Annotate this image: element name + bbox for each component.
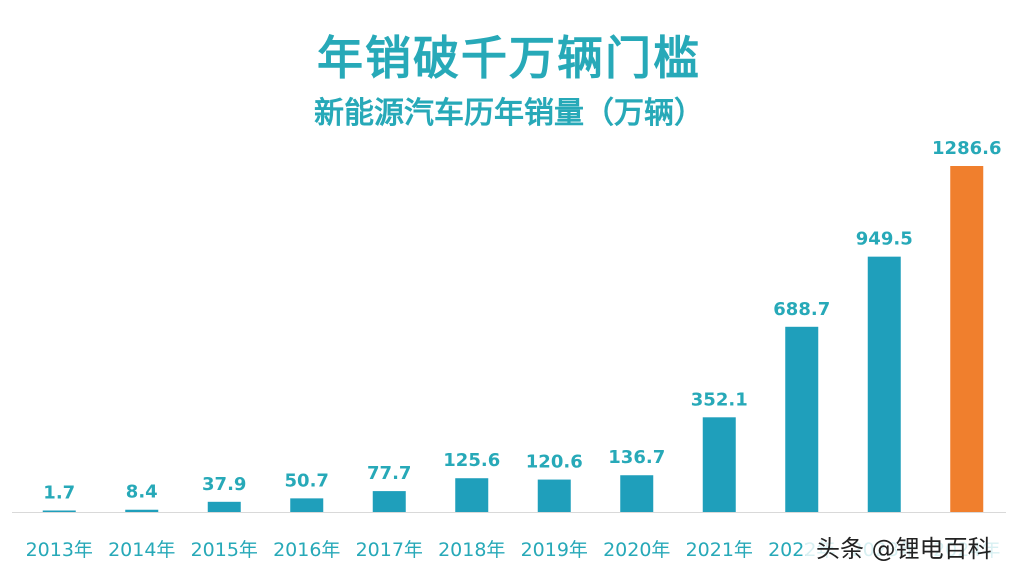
x-tick-label-5: 2018年 [438, 539, 505, 561]
bar-3 [290, 498, 324, 512]
x-tick-label-8: 2021年 [686, 539, 753, 561]
x-tick-label-4: 2017年 [356, 539, 423, 561]
bar-1 [125, 509, 159, 512]
bar-2 [207, 501, 241, 512]
bar-11 [950, 166, 984, 512]
bar-8 [702, 417, 736, 512]
data-label-2: 37.9 [202, 474, 246, 495]
bar-0 [42, 510, 76, 512]
data-label-1: 8.4 [126, 482, 158, 503]
x-tick-label-1: 2014年 [108, 539, 175, 561]
data-label-4: 77.7 [367, 463, 411, 484]
data-label-9: 688.7 [773, 299, 830, 320]
x-tick-label-2: 2015年 [191, 539, 258, 561]
bar-5 [455, 478, 489, 512]
data-label-3: 50.7 [285, 470, 329, 491]
data-label-10: 949.5 [856, 229, 913, 250]
x-tick-label-0: 2013年 [26, 539, 93, 561]
bar-4 [372, 491, 406, 512]
data-label-5: 125.6 [443, 450, 500, 471]
data-label-7: 136.7 [608, 447, 665, 468]
x-tick-label-3: 2016年 [273, 539, 340, 561]
x-tick-label-7: 2020年 [603, 539, 670, 561]
bar-6 [537, 479, 571, 512]
data-label-0: 1.7 [43, 483, 75, 504]
bar-9 [785, 326, 819, 512]
x-tick-label-6: 2019年 [521, 539, 588, 561]
chart-subtitle: 新能源汽车历年销量（万辆） [314, 96, 704, 131]
data-label-8: 352.1 [691, 389, 748, 410]
bar-7 [620, 475, 654, 512]
watermark: 头条 @锂电百科 [806, 526, 1018, 572]
data-label-6: 120.6 [526, 452, 583, 473]
bar-10 [867, 256, 901, 512]
chart-title: 年销破千万辆门槛 [317, 31, 701, 85]
data-label-11: 1286.6 [932, 138, 1001, 159]
